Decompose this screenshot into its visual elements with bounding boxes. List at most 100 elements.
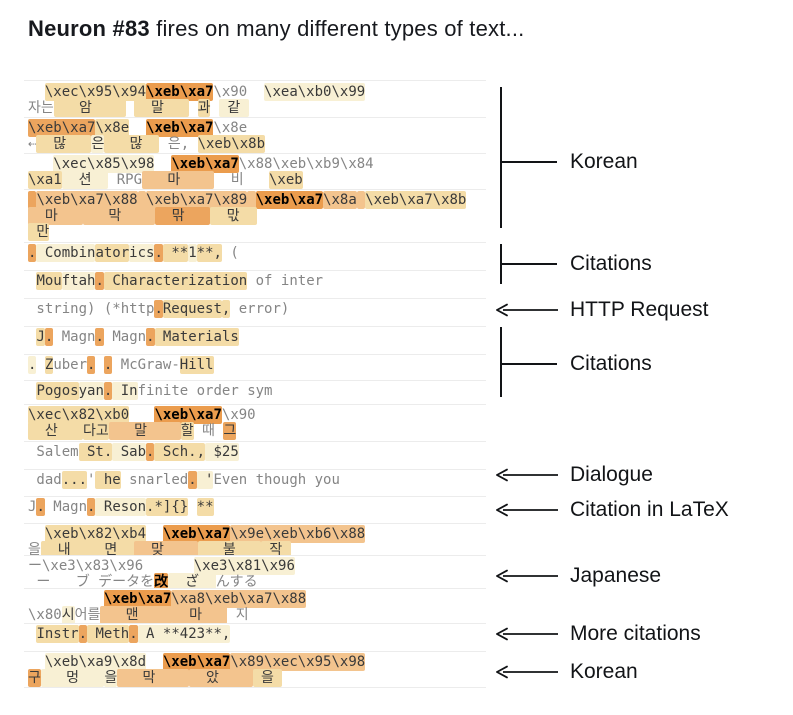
highlighted-token: **, xyxy=(196,244,222,262)
token: ー xyxy=(28,558,42,574)
token xyxy=(189,99,197,117)
title-rest: fires on many different types of text... xyxy=(149,16,525,41)
highlighted-token: 맨 xyxy=(100,606,173,623)
token-line: 마 막 맊 맋 xyxy=(28,207,486,225)
neuron-id: Neuron #83 xyxy=(28,16,150,41)
highlighted-token: ざ xyxy=(168,573,216,589)
token-line: J. Magn. Reson.*]{} ** xyxy=(28,498,486,516)
token: Salem xyxy=(28,444,79,460)
token-line: . Zuber. . McGraw-Hill xyxy=(28,356,486,374)
highlighted-token: \xeb\xa7\x89 xyxy=(146,191,248,209)
activation-sample-row: \xec\x82\xb0 \xeb\xa7\x90 산 다고 말 할 때 그 xyxy=(24,405,486,442)
token: ⇠ xyxy=(28,136,37,152)
annotation-label: Japanese xyxy=(570,564,662,587)
highlighted-token: 맋 xyxy=(209,207,257,225)
token-line: \x80시어를 맨 마 지 xyxy=(28,606,486,623)
token-line: Instr. Meth. A **423**, xyxy=(28,625,486,643)
token: 지 xyxy=(227,607,249,623)
token: \x80 xyxy=(28,607,62,623)
highlighted-token: \xea\xb0\x99 xyxy=(264,83,366,101)
highlighted-token: 을 xyxy=(104,669,118,687)
highlighted-token: 과 xyxy=(197,99,211,117)
highlighted-token: Pogos xyxy=(36,382,79,400)
activation-sample-row: \xeb\xa7\x88 \xeb\xa7\x89 \xeb\xa7\x8a \… xyxy=(24,190,486,243)
activation-sample-row: \xeb\xa7\x8e \xeb\xa7\x8e ⇠ 많 은 많 은, \xeb… xyxy=(24,118,486,154)
highlighted-token: 내 xyxy=(40,541,96,555)
token: \x90 xyxy=(213,84,248,100)
bracket-tick xyxy=(500,263,557,265)
token: 때 xyxy=(193,423,224,439)
highlighted-token: 면 xyxy=(95,541,135,555)
highlighted-token: 만 xyxy=(28,223,50,241)
token: RPG xyxy=(108,172,143,188)
highlighted-token: 많 xyxy=(36,135,92,153)
token-line: Salem St. Sab. Sch., $25 xyxy=(28,443,486,461)
highlighted-token: Reson xyxy=(95,498,147,516)
highlighted-token: . xyxy=(87,498,96,516)
highlighted-token: Request xyxy=(162,300,222,318)
highlighted-token: J xyxy=(36,328,45,346)
activation-sample-row: Salem St. Sab. Sch., $25 xyxy=(24,442,486,470)
highlighted-token: \x8e xyxy=(95,119,130,137)
bracket-line xyxy=(500,87,502,228)
highlighted-token: ** xyxy=(196,498,214,516)
token: - xyxy=(171,357,180,373)
annotation-label: Korean xyxy=(570,660,638,683)
annotation-label: Korean xyxy=(570,150,638,173)
token: Magn xyxy=(44,499,88,515)
highlighted-token: 은 xyxy=(91,135,105,153)
highlighted-token: \xeb\xa7 xyxy=(255,191,324,209)
highlighted-token: \xeb\xa7 xyxy=(162,653,231,671)
highlighted-token: 할 xyxy=(180,422,194,440)
highlighted-token: \xeb\xa7 xyxy=(146,119,214,137)
highlighted-token: \xec\x85\x98 xyxy=(53,155,155,173)
highlighted-token: 암 xyxy=(53,99,126,117)
token-line: \xec\x95\x94\xeb\xa7\x90 \xea\xb0\x99 xyxy=(28,83,486,101)
token: ' xyxy=(87,472,96,488)
token: Magn xyxy=(53,329,96,345)
highlighted-token: 막 xyxy=(117,669,190,687)
activation-sample-row: J. Magn. Magn. Materials xyxy=(24,327,486,355)
activation-sample-row: Instr. Meth. A **423**, xyxy=(24,624,486,652)
left-arrow-icon xyxy=(496,569,558,583)
highlighted-token: \xeb\xa7 xyxy=(28,119,96,137)
highlighted-token: \x9e\xeb\xb6\x88 xyxy=(230,525,366,543)
token: ー ブ データを xyxy=(28,574,155,589)
token: finite order sym xyxy=(137,383,273,399)
highlighted-token: 맊 xyxy=(154,207,210,225)
token-line: \xeb\xa9\x8d \xeb\xa7\x89\xec\x95\x98 xyxy=(28,653,486,671)
highlighted-token: . xyxy=(87,356,96,374)
highlighted-token: . xyxy=(36,498,45,516)
token: Magn xyxy=(103,329,147,345)
highlighted-token: he xyxy=(95,471,121,489)
highlighted-token: . xyxy=(103,382,113,400)
token xyxy=(210,99,218,117)
token: \xe3\x83\x96 xyxy=(42,558,144,574)
token-line: Mouftah. Characterization of inter xyxy=(28,272,486,290)
bracket-tick xyxy=(500,363,557,365)
highlighted-token: 같 xyxy=(218,99,249,117)
token-line: J. Magn. Magn. Materials xyxy=(28,328,486,346)
highlighted-token: . xyxy=(146,328,155,346)
token-line: \xeb\xa7\x8e \xeb\xa7\x8e xyxy=(28,119,486,137)
highlighted-token: . xyxy=(28,244,37,262)
divider xyxy=(24,80,486,81)
token xyxy=(95,356,103,374)
annotation-label: More citations xyxy=(570,622,701,645)
highlighted-token: Characterization xyxy=(103,272,248,290)
highlighted-token: \xa8\xeb\xa7\x88 xyxy=(171,590,307,608)
highlighted-token: . xyxy=(95,272,104,290)
highlighted-token: ator xyxy=(95,244,130,262)
highlighted-token: 많 xyxy=(104,135,160,153)
highlighted-token: \x89\xec\x95\x98 xyxy=(230,653,366,671)
highlighted-token: In xyxy=(112,382,138,400)
highlighted-token: \xeb xyxy=(268,171,303,189)
bracket-line xyxy=(500,327,502,397)
highlighted-token: 구 xyxy=(28,669,41,687)
highlighted-token: \xeb\xa7 xyxy=(103,590,172,608)
token-line: ⇠ 많 은 많 은, \xeb\x8b xyxy=(28,135,486,153)
highlighted-token: . xyxy=(95,328,104,346)
highlighted-token xyxy=(247,191,256,209)
highlighted-token: Sab xyxy=(112,443,147,461)
highlighted-token: \xeb\xa7\x88 xyxy=(36,191,138,209)
